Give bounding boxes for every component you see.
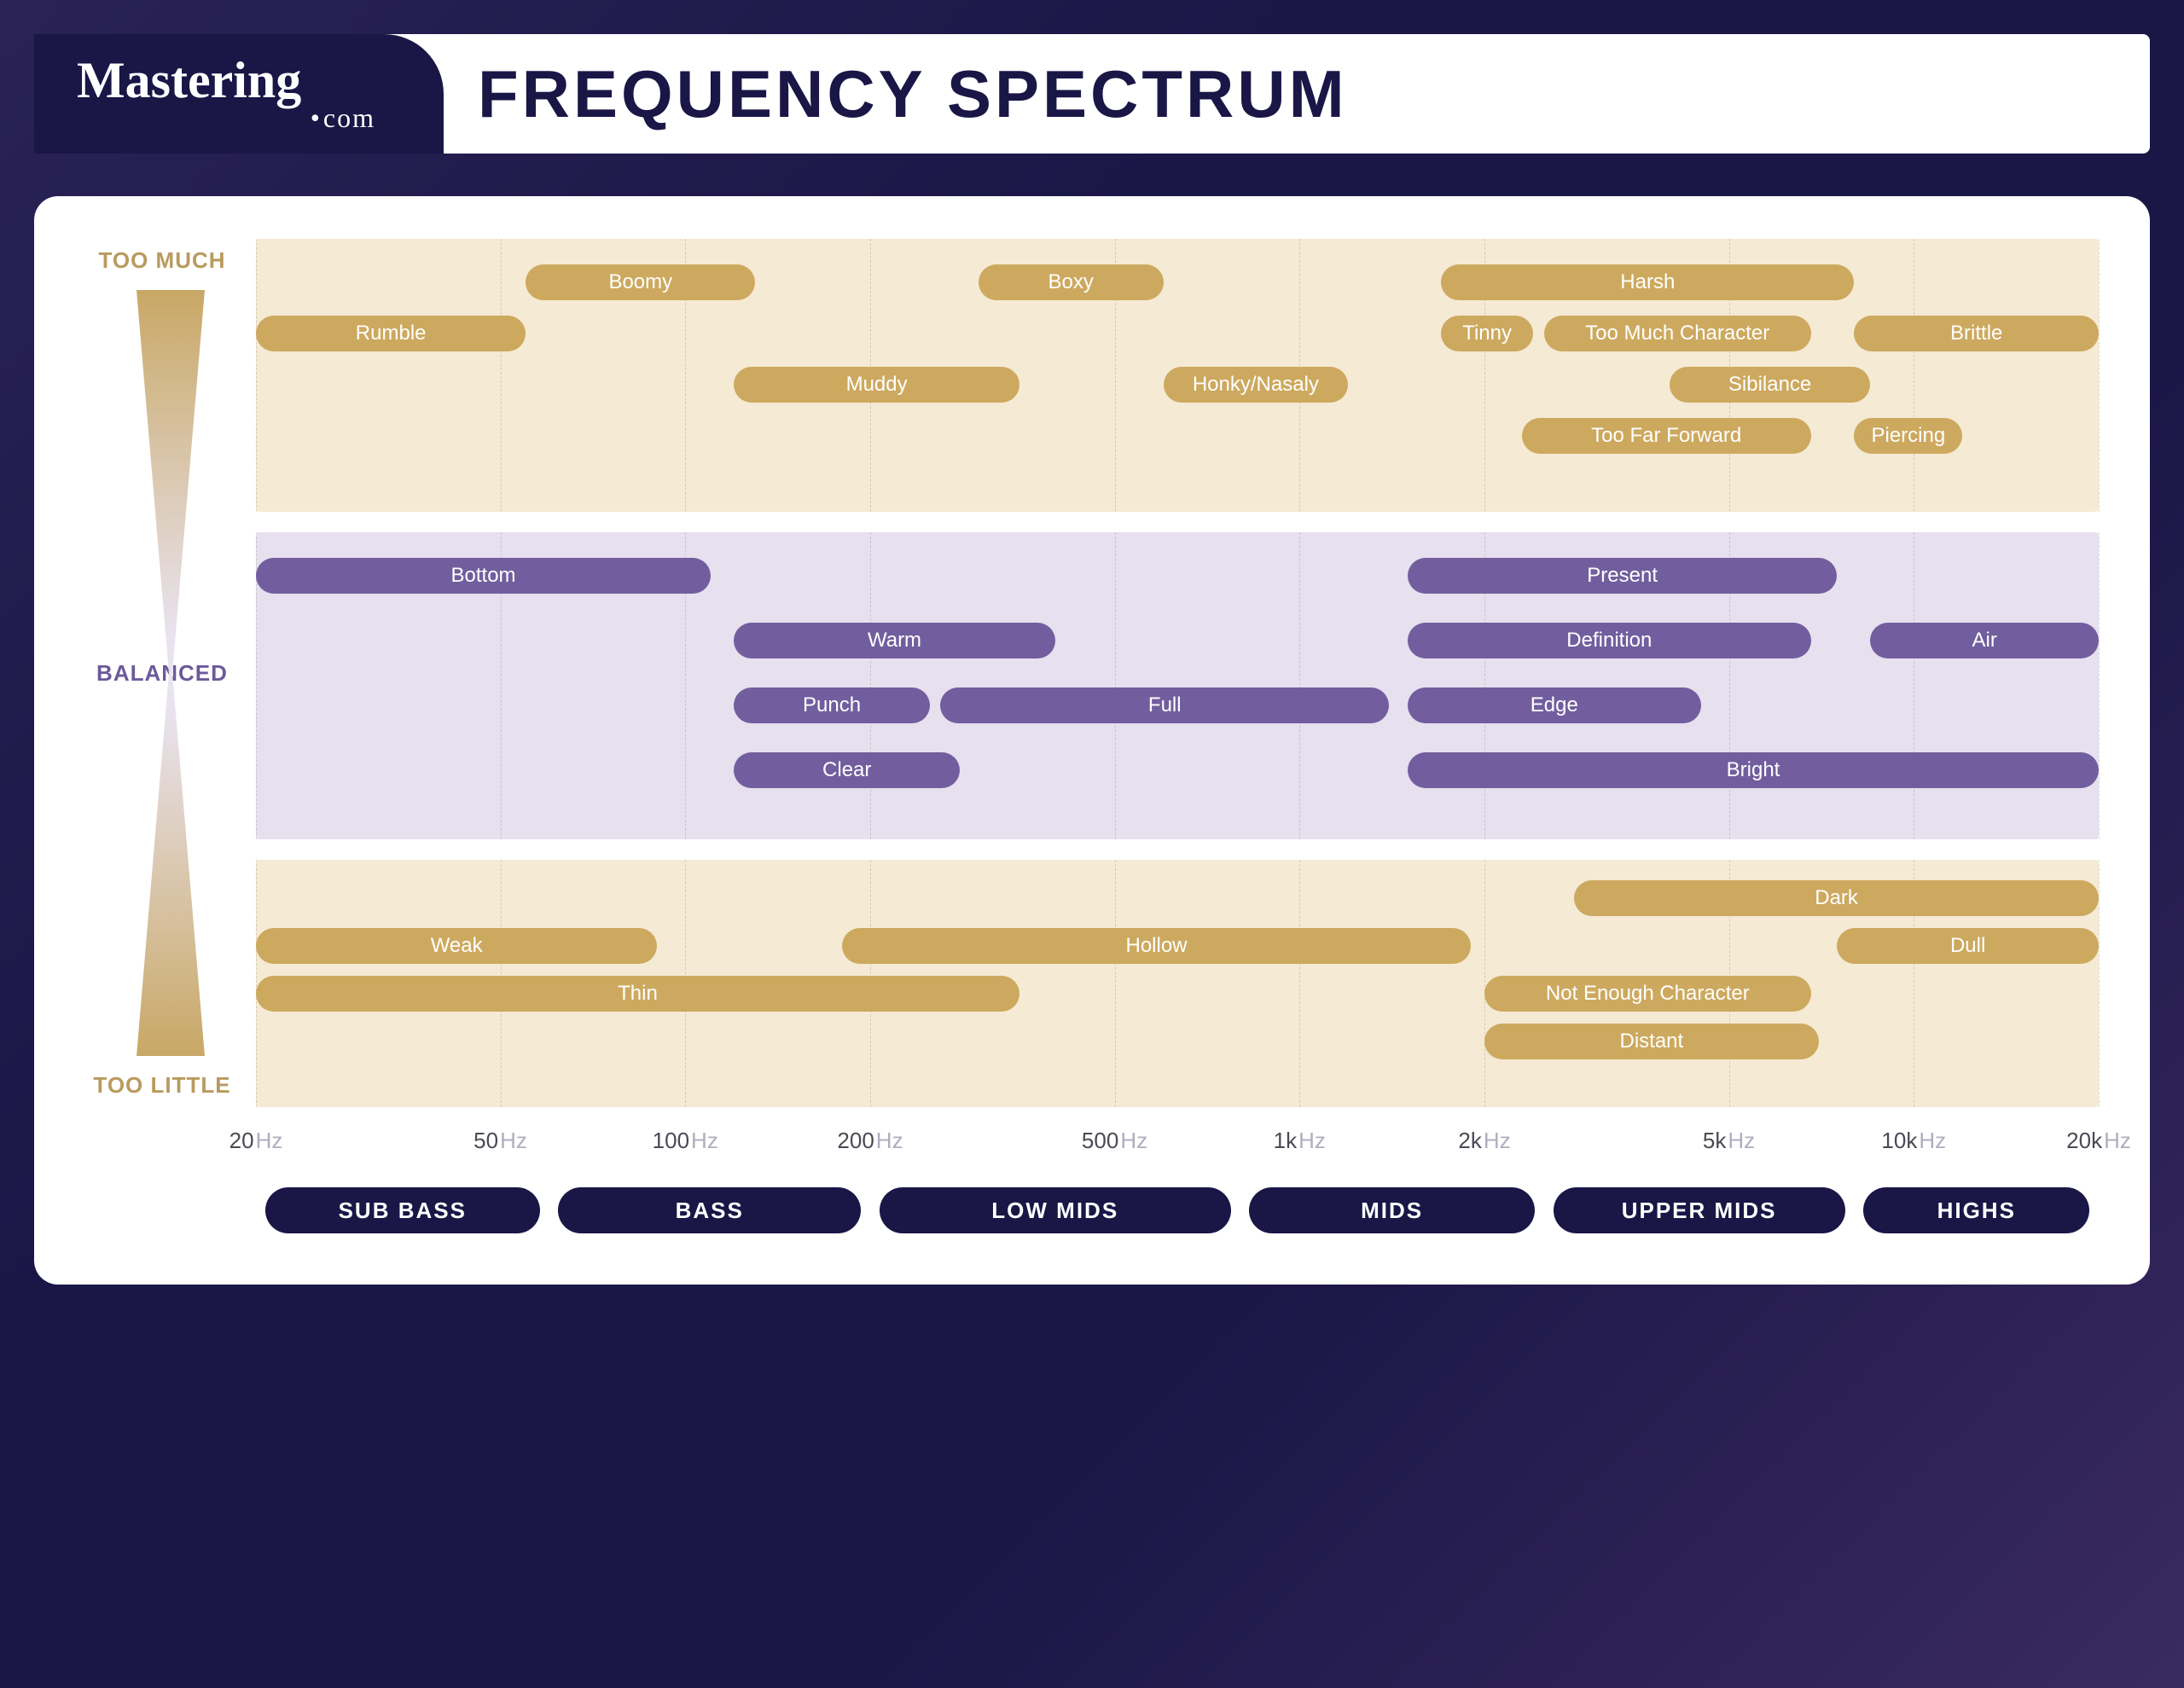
frequency-range-pill: MIDS xyxy=(1249,1187,1535,1233)
logo-main: Mastering xyxy=(77,55,384,106)
descriptor-pill: Boomy xyxy=(526,264,755,300)
descriptor-pill: Punch xyxy=(734,687,930,723)
range-row: SUB BASS BASS LOW MIDS MIDS UPPER MIDS HIGHS xyxy=(256,1187,2099,1233)
descriptor-pill: Too Much Character xyxy=(1544,316,1811,351)
band-too_little: Dark Weak Hollow Dull Thin Not Enough Charact… xyxy=(256,860,2099,1107)
descriptor-pill: Honky/Nasaly xyxy=(1164,367,1349,403)
descriptor-pill: Boxy xyxy=(979,264,1164,300)
xaxis-tick: 5kHz xyxy=(1703,1128,1755,1154)
descriptor-pill: Too Far Forward xyxy=(1522,418,1811,454)
funnel-icon xyxy=(136,290,205,1056)
frequency-range-pill: LOW MIDS xyxy=(880,1187,1231,1233)
descriptor-pill: Brittle xyxy=(1854,316,2099,351)
band-balanced: Bottom Present Warm Definition Air Punch Full E… xyxy=(256,532,2099,839)
chart-card: TOO MUCH BALANCED TOO LITTLE xyxy=(34,196,2150,1285)
descriptor-pill: Bottom xyxy=(256,558,711,594)
descriptor-pill: Distant xyxy=(1484,1024,1819,1059)
descriptor-pill: Harsh xyxy=(1441,264,1854,300)
xaxis-tick: 200Hz xyxy=(837,1128,903,1154)
yaxis-label-bottom: TOO LITTLE xyxy=(93,1072,230,1099)
xaxis-tick: 20Hz xyxy=(229,1128,283,1154)
xaxis-tick: 20kHz xyxy=(2066,1128,2131,1154)
descriptor-pill: Not Enough Character xyxy=(1484,976,1811,1012)
descriptor-pill: Weak xyxy=(256,928,657,964)
descriptor-pill: Hollow xyxy=(842,928,1471,964)
descriptor-pill: Dull xyxy=(1837,928,2099,964)
page-title: FREQUENCY SPECTRUM xyxy=(444,34,2150,154)
frequency-range-pill: SUB BASS xyxy=(265,1187,540,1233)
descriptor-pill: Tinny xyxy=(1441,316,1533,351)
descriptor-pill: Thin xyxy=(256,976,1019,1012)
descriptor-pill: Air xyxy=(1870,623,2099,658)
x-axis: 20Hz50Hz100Hz200Hz500Hz1kHz2kHz5kHz10kHz… xyxy=(256,1128,2099,1170)
xaxis-tick: 2kHz xyxy=(1458,1128,1510,1154)
y-axis: TOO MUCH BALANCED TOO LITTLE xyxy=(85,239,256,1107)
xaxis-tick: 100Hz xyxy=(653,1128,718,1154)
frequency-range-pill: HIGHS xyxy=(1863,1187,2089,1233)
xaxis-tick: 500Hz xyxy=(1082,1128,1147,1154)
descriptor-pill: Rumble xyxy=(256,316,526,351)
descriptor-pill: Dark xyxy=(1574,880,2099,916)
descriptor-pill: Bright xyxy=(1408,752,2099,788)
logo: Mastering com xyxy=(34,34,444,154)
descriptor-pill: Piercing xyxy=(1854,418,1962,454)
xaxis-tick: 50Hz xyxy=(473,1128,527,1154)
logo-sub: com xyxy=(77,102,384,134)
descriptor-pill: Definition xyxy=(1408,623,1811,658)
xaxis-tick: 10kHz xyxy=(1881,1128,1946,1154)
frequency-range-pill: BASS xyxy=(558,1187,861,1233)
xaxis-tick: 1kHz xyxy=(1274,1128,1326,1154)
yaxis-label-top: TOO MUCH xyxy=(98,247,225,274)
band-too_much: Boomy Boxy Harsh Rumble Tinny Too Much Charac… xyxy=(256,239,2099,512)
descriptor-pill: Full xyxy=(940,687,1389,723)
header: Mastering com FREQUENCY SPECTRUM xyxy=(34,34,2150,154)
descriptor-pill: Muddy xyxy=(734,367,1019,403)
descriptor-pill: Warm xyxy=(734,623,1054,658)
descriptor-pill: Present xyxy=(1408,558,1837,594)
descriptor-pill: Edge xyxy=(1408,687,1701,723)
descriptor-pill: Clear xyxy=(734,752,960,788)
plot-area: Boomy Boxy Harsh Rumble Tinny Too Much Charac… xyxy=(256,239,2099,1107)
page: Mastering com FREQUENCY SPECTRUM TOO MUC… xyxy=(34,34,2150,1285)
descriptor-pill: Sibilance xyxy=(1670,367,1871,403)
frequency-range-pill: UPPER MIDS xyxy=(1554,1187,1845,1233)
